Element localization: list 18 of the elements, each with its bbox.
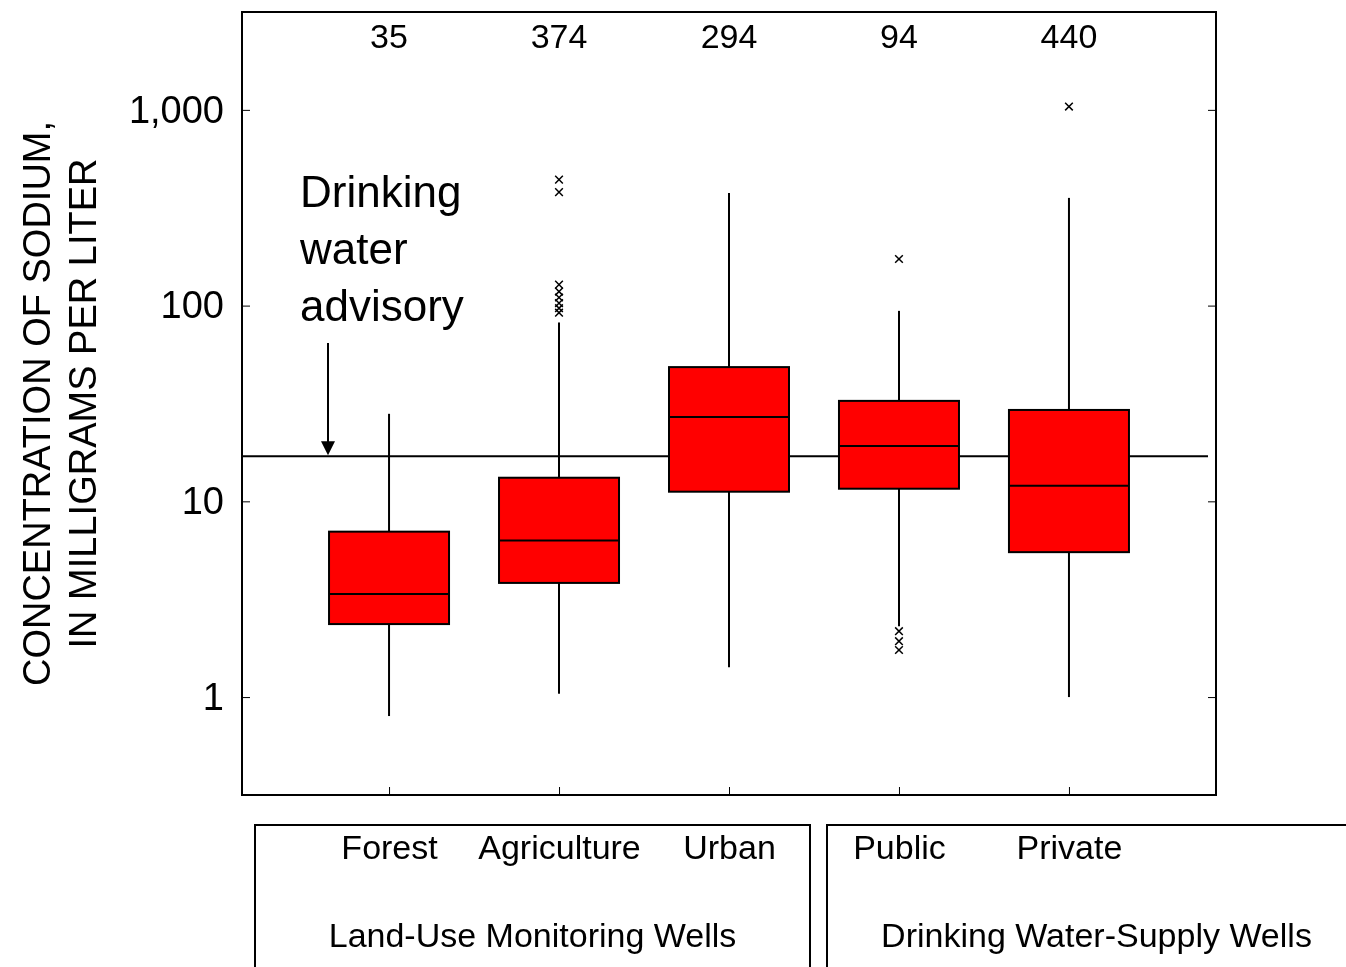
annotation: 35 <box>370 17 408 55</box>
text: Land-Use Monitoring Wells <box>328 916 737 954</box>
annotation: 374 <box>530 17 588 55</box>
text: Drinking Water-Supply Wells <box>881 916 1312 954</box>
annotation: 440 <box>1040 17 1098 55</box>
x-tick-label: Public <box>853 828 946 867</box>
ref-line-label: Drinking water advisory <box>299 167 464 330</box>
y-tick-label: 1,000 <box>128 88 224 131</box>
x-tick-label: Private <box>1016 828 1123 867</box>
x-tick-label: Forest <box>341 828 439 867</box>
annotation: 94 <box>880 17 918 55</box>
x-tick-label: Urban <box>683 828 776 867</box>
y-tick-label: 10 <box>181 479 224 522</box>
annotation: 294 <box>700 17 758 55</box>
x-tick-label: Agriculture <box>478 828 641 867</box>
y-tick-label: 100 <box>160 284 224 327</box>
y-axis-title: CONCENTRATION OF SODIUM, IN MILLIGRAMS PER LITER <box>16 120 104 687</box>
y-tick-label: 1 <box>202 675 224 718</box>
